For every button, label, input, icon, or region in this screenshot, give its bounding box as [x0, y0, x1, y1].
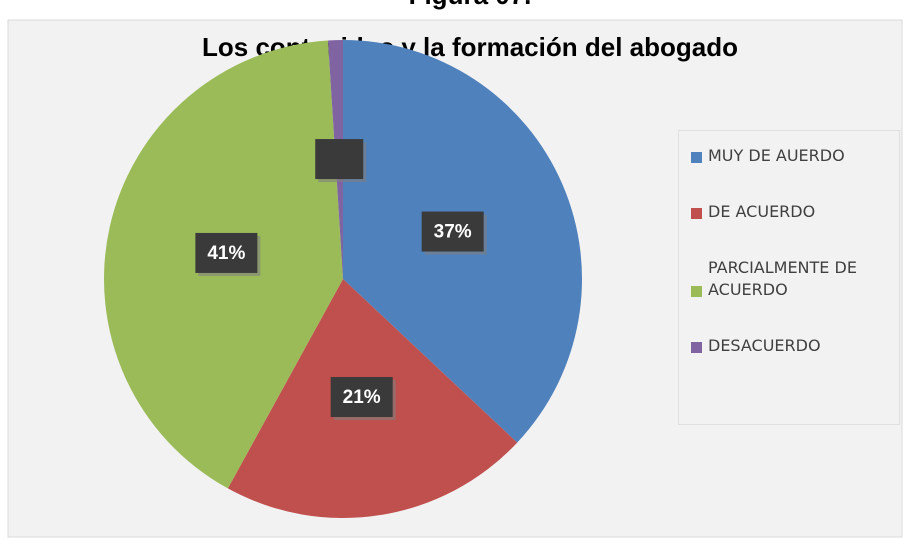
legend-label: DE ACUERDO — [708, 202, 816, 221]
pie: 37% 21% 41% — [104, 40, 582, 518]
data-label: 21% — [343, 387, 381, 408]
legend-label: DESACUERDO — [708, 336, 821, 355]
data-label: 41% — [207, 243, 245, 264]
legend: MUY DE AUERDO DE ACUERDO PARCIALMENTE DE A… — [678, 130, 900, 425]
data-label: 37% — [434, 222, 472, 243]
legend-swatch — [691, 152, 702, 163]
legend-item: DESACUERDO — [691, 335, 891, 357]
chart-title: Figura 07. — [409, 0, 532, 10]
legend-swatch — [691, 208, 702, 219]
legend-item: PARCIALMENTE DE ACUERDO — [691, 257, 891, 301]
data-label-box — [330, 377, 393, 418]
data-label-box — [315, 139, 364, 180]
legend-swatch — [691, 286, 702, 297]
legend-item: MUY DE AUERDO — [691, 145, 891, 167]
data-label-box — [421, 211, 484, 252]
legend-label: MUY DE AUERDO — [708, 146, 845, 165]
legend-label: PARCIALMENTE DE ACUERDO — [708, 258, 857, 299]
data-label-box — [195, 232, 258, 273]
legend-swatch — [691, 342, 702, 353]
legend-item: DE ACUERDO — [691, 201, 891, 223]
